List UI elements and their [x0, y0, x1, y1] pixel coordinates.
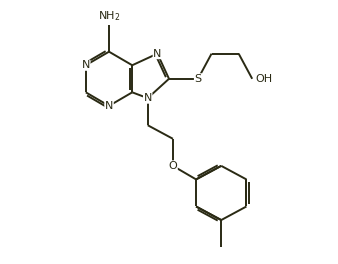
Text: NH$_2$: NH$_2$	[98, 9, 120, 23]
Text: O: O	[169, 161, 177, 171]
Text: OH: OH	[255, 74, 272, 84]
Text: N: N	[105, 101, 113, 111]
Text: N: N	[81, 60, 90, 70]
Text: S: S	[194, 74, 201, 84]
Text: N: N	[144, 93, 152, 103]
Text: N: N	[153, 49, 162, 59]
